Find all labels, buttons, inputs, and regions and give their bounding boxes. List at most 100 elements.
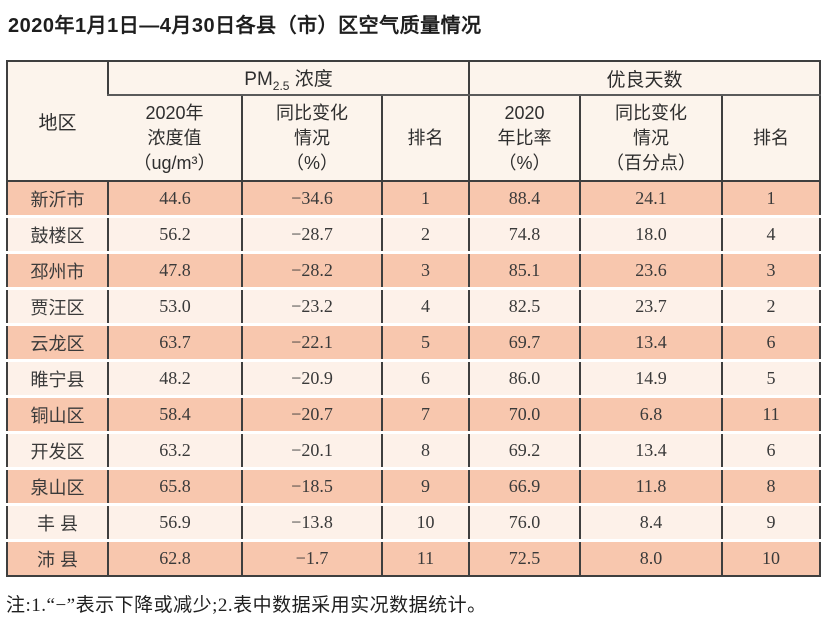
cell-pm_rank: 6 [381, 359, 469, 397]
cell-pm_value: 62.8 [107, 539, 242, 576]
header-days-change-line2: 情况 [633, 127, 669, 148]
header-days-change-line1: 同比变化 [615, 102, 687, 123]
cell-pm_value: 56.9 [107, 503, 242, 541]
table-row: 铜山区 58.4 −20.7 7 70.0 6.8 11 [7, 395, 821, 433]
cell-pm_change: −28.2 [241, 251, 382, 289]
footnote: 注:1.“−”表示下降或减少;2.表中数据采用实况数据统计。 [6, 595, 487, 616]
cell-days_rank: 6 [720, 323, 821, 361]
header-pm-change-line1: 同比变化 [276, 102, 348, 123]
cell-region: 沛 县 [7, 539, 108, 576]
cell-pm_rank: 2 [381, 215, 469, 253]
cell-days_ratio: 82.5 [468, 287, 580, 325]
cell-region: 丰 县 [7, 503, 108, 541]
cell-pm_change: −34.6 [241, 181, 382, 217]
cell-days_ratio: 69.7 [468, 323, 580, 361]
cell-days_change: 23.7 [579, 287, 722, 325]
cell-days_change: 13.4 [579, 431, 722, 469]
header-pm-change-line2: 情况 [294, 127, 330, 148]
header-days-ratio: 2020 年比率 （%） [468, 95, 580, 182]
cell-pm_rank: 10 [381, 503, 469, 541]
cell-pm_change: −20.1 [241, 431, 382, 469]
cell-days_change: 13.4 [579, 323, 722, 361]
pm25-prefix: PM [244, 68, 273, 90]
header-days-ratio-line3: （%） [498, 152, 551, 173]
cell-pm_value: 48.2 [107, 359, 242, 397]
cell-pm_value: 53.0 [107, 287, 242, 325]
cell-days_change: 24.1 [579, 181, 722, 217]
cell-days_change: 11.8 [579, 467, 722, 505]
header-days-ratio-line1: 2020 [504, 102, 545, 123]
table-body: 新沂市 44.6 −34.6 1 88.4 24.1 1 鼓楼区 56.2 −28.7 2 74.8 1… [7, 181, 821, 576]
air-quality-table: 地区 PM2.5 浓度 优良天数 2020年 浓度值 （ug/m³） 同比变化 … [6, 60, 822, 577]
cell-pm_change: −18.5 [241, 467, 382, 505]
table-row: 沛 县 62.8 −1.7 11 72.5 8.0 10 [7, 539, 821, 576]
cell-pm_rank: 5 [381, 323, 469, 361]
table-row: 开发区 63.2 −20.1 8 69.2 13.4 6 [7, 431, 821, 469]
cell-days_rank: 8 [720, 467, 821, 505]
header-pm-value: 2020年 浓度值 （ug/m³） [108, 95, 242, 182]
cell-days_ratio: 72.5 [468, 539, 580, 576]
table-row: 丰 县 56.9 −13.8 10 76.0 8.4 9 [7, 503, 821, 541]
cell-days_rank: 2 [720, 287, 821, 325]
cell-region: 铜山区 [7, 395, 108, 433]
cell-days_ratio: 88.4 [468, 181, 580, 217]
table-row: 鼓楼区 56.2 −28.7 2 74.8 18.0 4 [7, 215, 821, 253]
cell-days_ratio: 70.0 [468, 395, 580, 433]
table-row: 云龙区 63.7 −22.1 5 69.7 13.4 6 [7, 323, 821, 361]
header-group-pm25: PM2.5 浓度 [107, 61, 469, 96]
cell-days_rank: 1 [720, 181, 821, 217]
cell-pm_rank: 8 [381, 431, 469, 469]
cell-pm_change: −20.7 [241, 395, 382, 433]
header-days-change-line3: （百分点） [606, 152, 696, 173]
page-title: 2020年1月1日—4月30日各县（市）区空气质量情况 [8, 15, 482, 37]
table-row: 邳州市 47.8 −28.2 3 85.1 23.6 3 [7, 251, 821, 289]
cell-days_ratio: 66.9 [468, 467, 580, 505]
cell-days_ratio: 86.0 [468, 359, 580, 397]
cell-days_change: 8.4 [579, 503, 722, 541]
header-days-change: 同比变化 情况 （百分点） [579, 95, 722, 182]
cell-pm_rank: 9 [381, 467, 469, 505]
header-group-good-days: 优良天数 [467, 61, 821, 96]
header-pm-rank: 排名 [381, 95, 469, 182]
group-header-row: 地区 PM2.5 浓度 优良天数 [7, 61, 821, 182]
cell-days_ratio: 76.0 [468, 503, 580, 541]
cell-pm_rank: 3 [381, 251, 469, 289]
cell-region: 睢宁县 [7, 359, 108, 397]
table-row: 睢宁县 48.2 −20.9 6 86.0 14.9 5 [7, 359, 821, 397]
table-row: 新沂市 44.6 −34.6 1 88.4 24.1 1 [7, 181, 821, 217]
cell-pm_value: 56.2 [107, 215, 242, 253]
cell-region: 新沂市 [7, 181, 108, 217]
cell-pm_value: 65.8 [107, 467, 242, 505]
header-pm-value-line3: （ug/m³） [133, 152, 216, 173]
table-row: 泉山区 65.8 −18.5 9 66.9 11.8 8 [7, 467, 821, 505]
header-days-rank: 排名 [720, 95, 821, 182]
table-header: 地区 PM2.5 浓度 优良天数 2020年 浓度值 （ug/m³） 同比变化 … [7, 61, 821, 182]
header-days-ratio-line2: 年比率 [497, 127, 552, 148]
cell-days_rank: 4 [720, 215, 821, 253]
cell-days_rank: 6 [720, 431, 821, 469]
header-pm-change: 同比变化 情况 （%） [241, 95, 382, 182]
cell-region: 贾汪区 [7, 287, 108, 325]
cell-pm_change: −23.2 [241, 287, 382, 325]
pm25-subscript: 2.5 [272, 78, 290, 93]
cell-pm_change: −1.7 [241, 539, 382, 576]
header-pm-value-line1: 2020年 [145, 102, 204, 123]
table-row: 贾汪区 53.0 −23.2 4 82.5 23.7 2 [7, 287, 821, 325]
cell-pm_value: 63.2 [107, 431, 242, 469]
cell-pm_change: −22.1 [241, 323, 382, 361]
cell-pm_change: −28.7 [241, 215, 382, 253]
cell-pm_value: 44.6 [107, 181, 242, 217]
header-pm-change-line3: （%） [285, 152, 338, 173]
cell-days_change: 8.0 [579, 539, 722, 576]
cell-pm_rank: 11 [381, 539, 469, 576]
sub-header-row: 2020年 浓度值 （ug/m³） 同比变化 情况 （%） 排名 2020 年比… [7, 95, 821, 182]
cell-pm_change: −13.8 [241, 503, 382, 541]
cell-pm_rank: 7 [381, 395, 469, 433]
cell-pm_value: 63.7 [107, 323, 242, 361]
cell-days_change: 23.6 [579, 251, 722, 289]
cell-days_change: 6.8 [579, 395, 722, 433]
cell-region: 泉山区 [7, 467, 108, 505]
cell-days_ratio: 69.2 [468, 431, 580, 469]
cell-days_rank: 10 [720, 539, 821, 576]
